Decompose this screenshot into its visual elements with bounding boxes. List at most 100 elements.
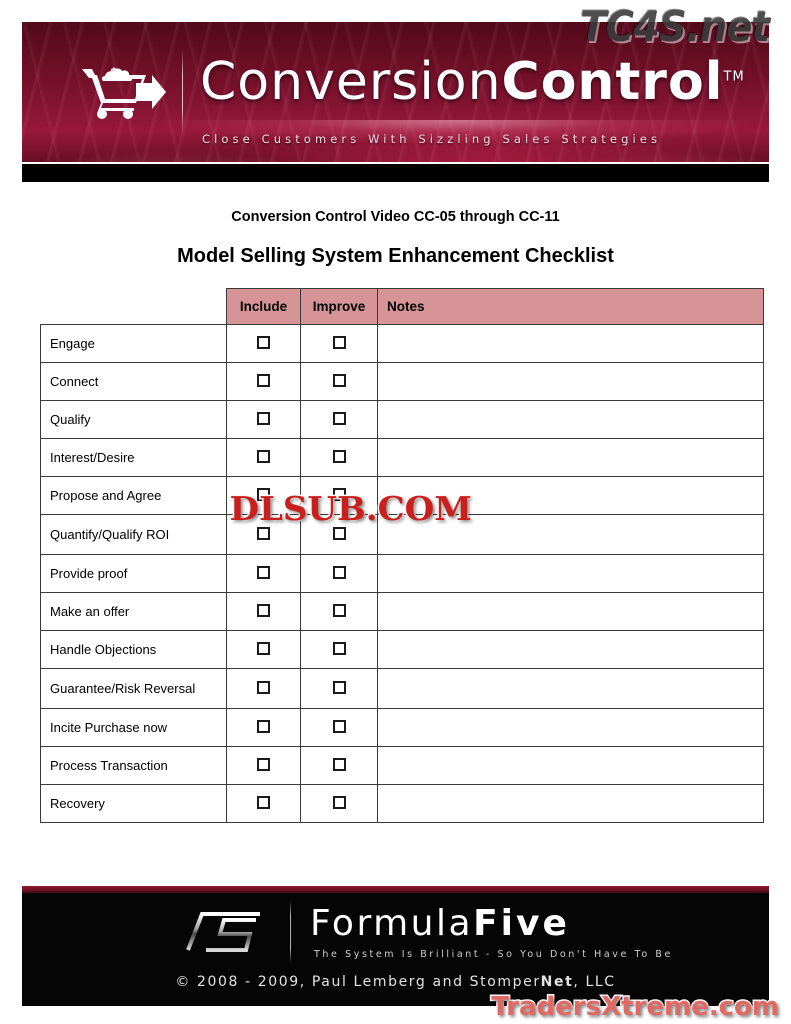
row-include-cell[interactable] (226, 554, 301, 593)
row-notes-cell[interactable] (377, 554, 764, 593)
checkbox-include[interactable] (257, 487, 270, 501)
row-notes-cell[interactable] (377, 784, 764, 823)
row-include-cell[interactable] (226, 514, 301, 555)
banner-black-bar (22, 164, 769, 182)
row-include-cell[interactable] (226, 708, 301, 747)
row-notes-cell[interactable] (377, 400, 764, 439)
row-item-label: Process Transaction (40, 746, 227, 785)
row-improve-cell[interactable] (300, 400, 378, 439)
table-row: Provide proof (40, 554, 764, 593)
table-row: Connect (40, 362, 764, 401)
table-row: Incite Purchase now (40, 708, 764, 747)
row-include-cell[interactable] (226, 324, 301, 363)
row-improve-cell[interactable] (300, 476, 378, 515)
checkbox-include[interactable] (257, 373, 270, 387)
row-improve-cell[interactable] (300, 438, 378, 477)
header-include: Include (226, 288, 301, 325)
copyright-prefix: © 2008 - 2009, Paul Lemberg and Stomper (175, 974, 541, 990)
footer-divider (290, 900, 291, 964)
checkbox-include[interactable] (257, 757, 270, 771)
checkbox-improve[interactable] (332, 335, 346, 349)
table-row: Interest/Desire (40, 438, 764, 477)
row-improve-cell[interactable] (300, 362, 378, 401)
row-notes-cell[interactable] (377, 630, 764, 669)
checkbox-improve[interactable] (332, 526, 346, 540)
footer-brand: FormulaFive (310, 903, 570, 944)
row-improve-cell[interactable] (300, 668, 378, 709)
checkbox-include[interactable] (257, 411, 270, 425)
checklist-table: Include Improve Notes Engage Connect Quali… (40, 288, 764, 823)
row-item-label: Engage (40, 324, 227, 363)
checkbox-include[interactable] (257, 603, 270, 617)
row-include-cell[interactable] (226, 438, 301, 477)
row-include-cell[interactable] (226, 362, 301, 401)
checkbox-improve[interactable] (332, 757, 346, 771)
header-banner: $ ConversionControlTM Close Customers Wi… (22, 22, 769, 162)
checkbox-include[interactable] (257, 795, 270, 809)
row-include-cell[interactable] (226, 668, 301, 709)
row-item-label: Provide proof (40, 554, 227, 593)
row-improve-cell[interactable] (300, 324, 378, 363)
table-row: Qualify (40, 400, 764, 439)
checkbox-improve[interactable] (332, 449, 346, 463)
shopping-cart-with-money-arrow-icon: $ (80, 62, 166, 122)
row-include-cell[interactable] (226, 784, 301, 823)
row-item-label: Connect (40, 362, 227, 401)
checkbox-include[interactable] (257, 565, 270, 579)
checkbox-include[interactable] (257, 449, 270, 463)
row-improve-cell[interactable] (300, 554, 378, 593)
row-improve-cell[interactable] (300, 592, 378, 631)
row-notes-cell[interactable] (377, 438, 764, 477)
header-blank-cell (40, 288, 227, 325)
row-notes-cell[interactable] (377, 362, 764, 401)
row-include-cell[interactable] (226, 746, 301, 785)
row-improve-cell[interactable] (300, 708, 378, 747)
checkbox-include[interactable] (257, 680, 270, 694)
row-include-cell[interactable] (226, 400, 301, 439)
checkbox-improve[interactable] (332, 487, 346, 501)
row-item-label: Quantify/Qualify ROI (40, 514, 227, 555)
footer-tagline: The System Is Brilliant - So You Don't H… (314, 949, 673, 960)
footer-copyright: © 2008 - 2009, Paul Lemberg and StomperN… (22, 974, 769, 990)
checkbox-improve[interactable] (332, 411, 346, 425)
checkbox-include[interactable] (257, 719, 270, 733)
copyright-suffix: , LLC (573, 974, 616, 990)
row-notes-cell[interactable] (377, 746, 764, 785)
header-improve: Improve (300, 288, 378, 325)
row-item-label: Handle Objections (40, 630, 227, 669)
watermark-tc4s: TC4S.net (579, 2, 770, 51)
row-improve-cell[interactable] (300, 784, 378, 823)
table-row: Engage (40, 324, 764, 363)
checkbox-improve[interactable] (332, 719, 346, 733)
table-row: Process Transaction (40, 746, 764, 785)
checkbox-include[interactable] (257, 335, 270, 349)
row-item-label: Incite Purchase now (40, 708, 227, 747)
footer-red-stripe (22, 886, 769, 893)
row-notes-cell[interactable] (377, 324, 764, 363)
table-header-row: Include Improve Notes (40, 288, 764, 325)
row-include-cell[interactable] (226, 592, 301, 631)
row-improve-cell[interactable] (300, 630, 378, 669)
row-notes-cell[interactable] (377, 514, 764, 555)
row-item-label: Make an offer (40, 592, 227, 631)
row-item-label: Propose and Agree (40, 476, 227, 515)
row-notes-cell[interactable] (377, 592, 764, 631)
checkbox-improve[interactable] (332, 680, 346, 694)
header-notes: Notes (377, 288, 764, 325)
row-notes-cell[interactable] (377, 708, 764, 747)
row-include-cell[interactable] (226, 630, 301, 669)
row-improve-cell[interactable] (300, 746, 378, 785)
checkbox-improve[interactable] (332, 795, 346, 809)
checkbox-improve[interactable] (332, 641, 346, 655)
checkbox-include[interactable] (257, 526, 270, 540)
checkbox-improve[interactable] (332, 565, 346, 579)
checkbox-improve[interactable] (332, 603, 346, 617)
row-notes-cell[interactable] (377, 668, 764, 709)
checkbox-improve[interactable] (332, 373, 346, 387)
row-improve-cell[interactable] (300, 514, 378, 555)
checkbox-include[interactable] (257, 641, 270, 655)
banner-tagline: Close Customers With Sizzling Sales Stra… (202, 132, 662, 146)
watermark-tradersxtreme: TradersXtreme.com (490, 991, 781, 1024)
row-include-cell[interactable] (226, 476, 301, 515)
banner-brand: ConversionControlTM (200, 52, 745, 112)
